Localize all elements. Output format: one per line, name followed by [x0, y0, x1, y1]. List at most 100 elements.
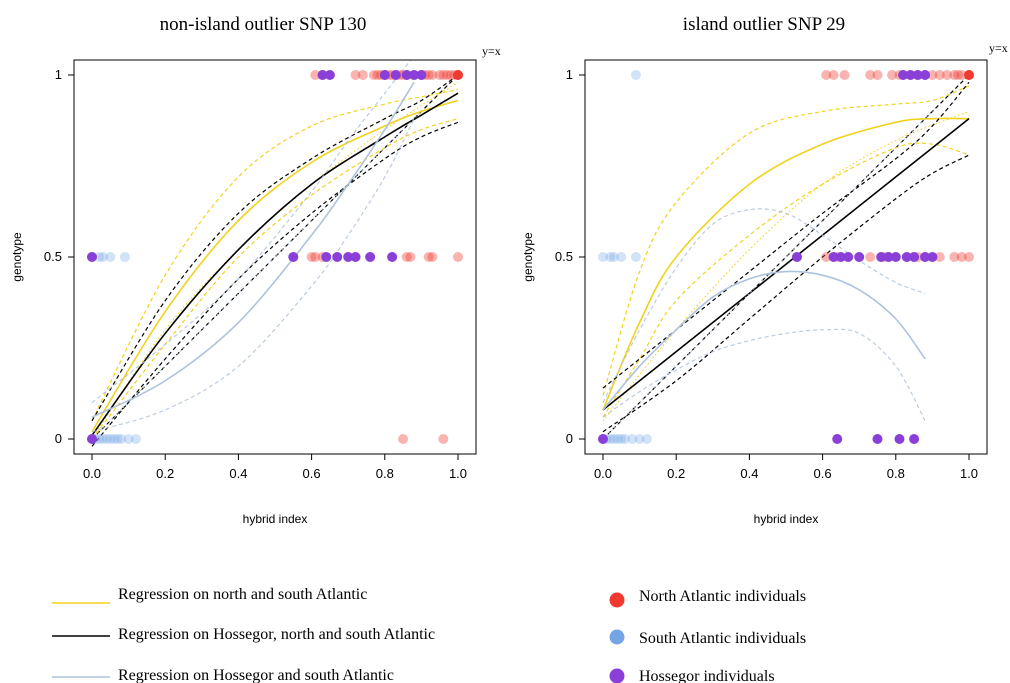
- south-point: [616, 252, 627, 262]
- y-tick-label: 1: [55, 67, 62, 82]
- south-point: [94, 434, 105, 444]
- plot-frame: [73, 59, 477, 455]
- curve-reg_hns-lower: [91, 121, 459, 447]
- hossegor-point: [854, 252, 865, 262]
- north-point: [423, 70, 434, 80]
- north-point: [453, 252, 463, 262]
- curve-reg_hs-dotted: [91, 111, 422, 440]
- curve-reg_hs-upper: [91, 60, 411, 404]
- hossegor-point: [365, 252, 376, 262]
- north-point: [934, 252, 945, 262]
- panel-title: non-island outlier SNP 130: [160, 14, 367, 35]
- curve-reg_hns-solid: [91, 92, 459, 436]
- north-point: [956, 70, 967, 80]
- south-point: [619, 434, 630, 444]
- x-tick-label: 0.6: [814, 466, 832, 481]
- curve-reg_hs-solid: [91, 81, 415, 418]
- south-point: [630, 70, 641, 80]
- legend: Regression on north and south Atlantic R…: [52, 586, 806, 683]
- hossegor-point: [883, 252, 894, 262]
- legend-line-hossegor-south: Regression on Hossegor and south Atlanti…: [52, 667, 394, 683]
- south-point: [123, 434, 134, 444]
- south-point: [612, 434, 623, 444]
- legend-label: Regression on north and south Atlantic: [118, 586, 367, 603]
- south-point: [116, 434, 127, 444]
- curve-reg_ns-dotted: [91, 81, 459, 440]
- x-tick-label: 0.0: [83, 466, 101, 481]
- north-point: [942, 70, 953, 80]
- hossegor-point: [920, 70, 931, 80]
- y-equals-x-annotation: y=x: [989, 41, 1008, 55]
- hossegor-point: [387, 252, 398, 262]
- north-point: [398, 434, 409, 444]
- legend-point-north: North Atlantic individuals: [609, 588, 806, 608]
- hossegor-point: [832, 434, 843, 444]
- panel-snp29: island outlier SNP 29 hybrid index genot…: [521, 14, 1008, 526]
- hossegor-point: [598, 434, 608, 444]
- hossegor-point: [350, 252, 361, 262]
- curve-reg_ns-lower: [91, 118, 459, 440]
- north-point: [964, 252, 974, 262]
- hossegor-point: [905, 70, 916, 80]
- hossegor-point: [901, 252, 912, 262]
- hossegor-point: [927, 252, 938, 262]
- legend-label: South Atlantic individuals: [639, 630, 806, 647]
- curve-reg_hs-lower: [91, 118, 415, 433]
- y-equals-x-annotation: y=x: [482, 44, 501, 58]
- hossegor-point: [828, 252, 839, 262]
- north-point: [442, 70, 453, 80]
- south-point: [112, 434, 123, 444]
- north-point-highlight: [453, 70, 463, 80]
- legend-line-hossegor-north-south: Regression on Hossegor, north and south …: [52, 626, 435, 643]
- curve-reg_ns-solid: [602, 117, 970, 411]
- hossegor-point: [920, 252, 931, 262]
- plot-frame: [584, 59, 988, 455]
- south-point: [634, 434, 645, 444]
- hossegor-point: [321, 252, 332, 262]
- north-point: [350, 70, 361, 80]
- legend-line-north-south: Regression on north and south Atlantic: [52, 586, 367, 604]
- north-point: [427, 70, 438, 80]
- north-point: [828, 70, 839, 80]
- hossegor-point: [409, 70, 420, 80]
- hossegor-point: [909, 252, 920, 262]
- hossegor-point: [872, 434, 883, 444]
- north-point: [949, 252, 960, 262]
- north-point: [445, 70, 456, 80]
- hossegor-point: [890, 252, 901, 262]
- north-point: [310, 70, 321, 80]
- legend-point-hossegor: Hossegor individuals: [609, 668, 775, 683]
- y-tick-label: 0: [55, 431, 62, 446]
- legend-swatch-red-dot: [609, 592, 625, 608]
- hossegor-point: [898, 70, 909, 80]
- y-equals-x-line: [91, 74, 459, 440]
- north-point: [865, 252, 876, 262]
- legend-point-south: South Atlantic individuals: [609, 629, 806, 647]
- hossegor-point: [876, 252, 887, 262]
- x-tick-label: 0.8: [887, 466, 905, 481]
- x-tick-label: 0.2: [156, 466, 174, 481]
- north-point: [306, 252, 317, 262]
- x-tick-label: 1.0: [449, 466, 467, 481]
- hossegor-point: [835, 252, 846, 262]
- y-tick-label: 0: [566, 431, 573, 446]
- north-point: [438, 434, 449, 444]
- south-point: [94, 252, 105, 262]
- south-point: [97, 434, 108, 444]
- south-point: [105, 434, 116, 444]
- hossegor-point: [909, 434, 920, 444]
- x-tick-label: 0.0: [594, 466, 612, 481]
- hossegor-point: [894, 434, 905, 444]
- north-point: [357, 70, 368, 80]
- x-tick-label: 0.8: [376, 466, 394, 481]
- south-point: [119, 252, 130, 262]
- north-point: [865, 70, 876, 80]
- hossegor-point: [401, 70, 412, 80]
- legend-label: Hossegor individuals: [639, 668, 775, 683]
- south-point: [605, 252, 616, 262]
- data-points: [598, 70, 974, 444]
- north-point: [949, 70, 960, 80]
- north-point: [310, 252, 321, 262]
- north-point: [423, 252, 434, 262]
- south-point: [130, 434, 141, 444]
